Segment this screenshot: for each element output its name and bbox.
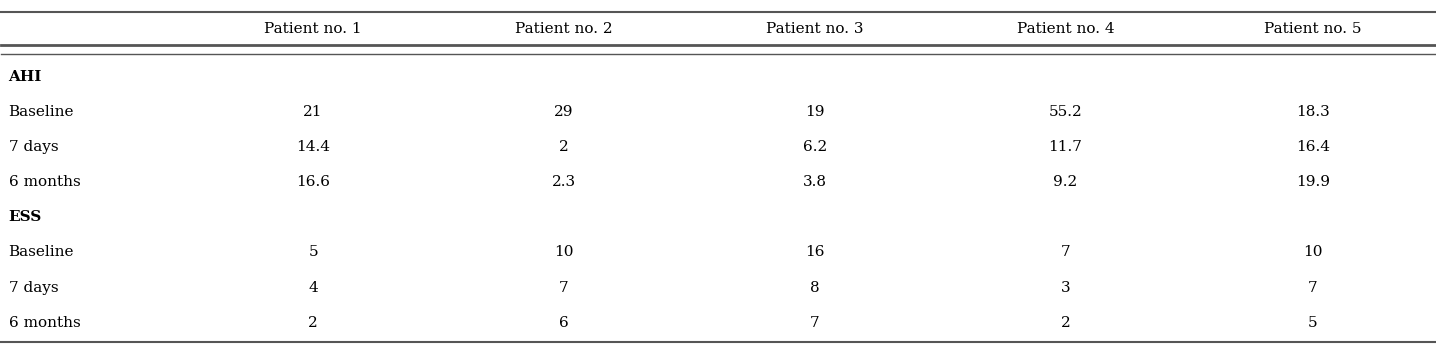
Text: AHI: AHI [9,70,42,84]
Text: 7 days: 7 days [9,281,59,295]
Text: 2: 2 [1061,316,1070,330]
Text: Patient no. 2: Patient no. 2 [516,22,613,36]
Text: Patient no. 4: Patient no. 4 [1017,22,1114,36]
Text: 3.8: 3.8 [803,175,827,189]
Text: 2: 2 [559,140,569,154]
Text: 19: 19 [806,105,824,119]
Text: 5: 5 [309,245,317,259]
Text: Patient no. 5: Patient no. 5 [1264,22,1361,36]
Text: 10: 10 [554,245,573,259]
Text: 16: 16 [806,245,824,259]
Text: 7: 7 [1061,245,1070,259]
Text: 21: 21 [303,105,323,119]
Text: Patient no. 3: Patient no. 3 [765,22,863,36]
Text: 7 days: 7 days [9,140,59,154]
Text: 7: 7 [1308,281,1318,295]
Text: 55.2: 55.2 [1048,105,1083,119]
Text: 8: 8 [810,281,820,295]
Text: 6.2: 6.2 [803,140,827,154]
Text: 5: 5 [1308,316,1318,330]
Text: Baseline: Baseline [9,105,75,119]
Text: ESS: ESS [9,210,42,224]
Text: 16.4: 16.4 [1295,140,1330,154]
Text: 6: 6 [559,316,569,330]
Text: Patient no. 1: Patient no. 1 [264,22,362,36]
Text: 18.3: 18.3 [1295,105,1330,119]
Text: 16.6: 16.6 [296,175,330,189]
Text: 19.9: 19.9 [1295,175,1330,189]
Text: 10: 10 [1302,245,1323,259]
Text: 6 months: 6 months [9,175,80,189]
Text: 7: 7 [810,316,820,330]
Text: 14.4: 14.4 [296,140,330,154]
Text: Baseline: Baseline [9,245,75,259]
Text: 29: 29 [554,105,573,119]
Text: 6 months: 6 months [9,316,80,330]
Text: 2.3: 2.3 [551,175,576,189]
Text: 7: 7 [559,281,569,295]
Text: 11.7: 11.7 [1048,140,1083,154]
Text: 2: 2 [309,316,317,330]
Text: 4: 4 [309,281,317,295]
Text: 9.2: 9.2 [1054,175,1077,189]
Text: 3: 3 [1061,281,1070,295]
